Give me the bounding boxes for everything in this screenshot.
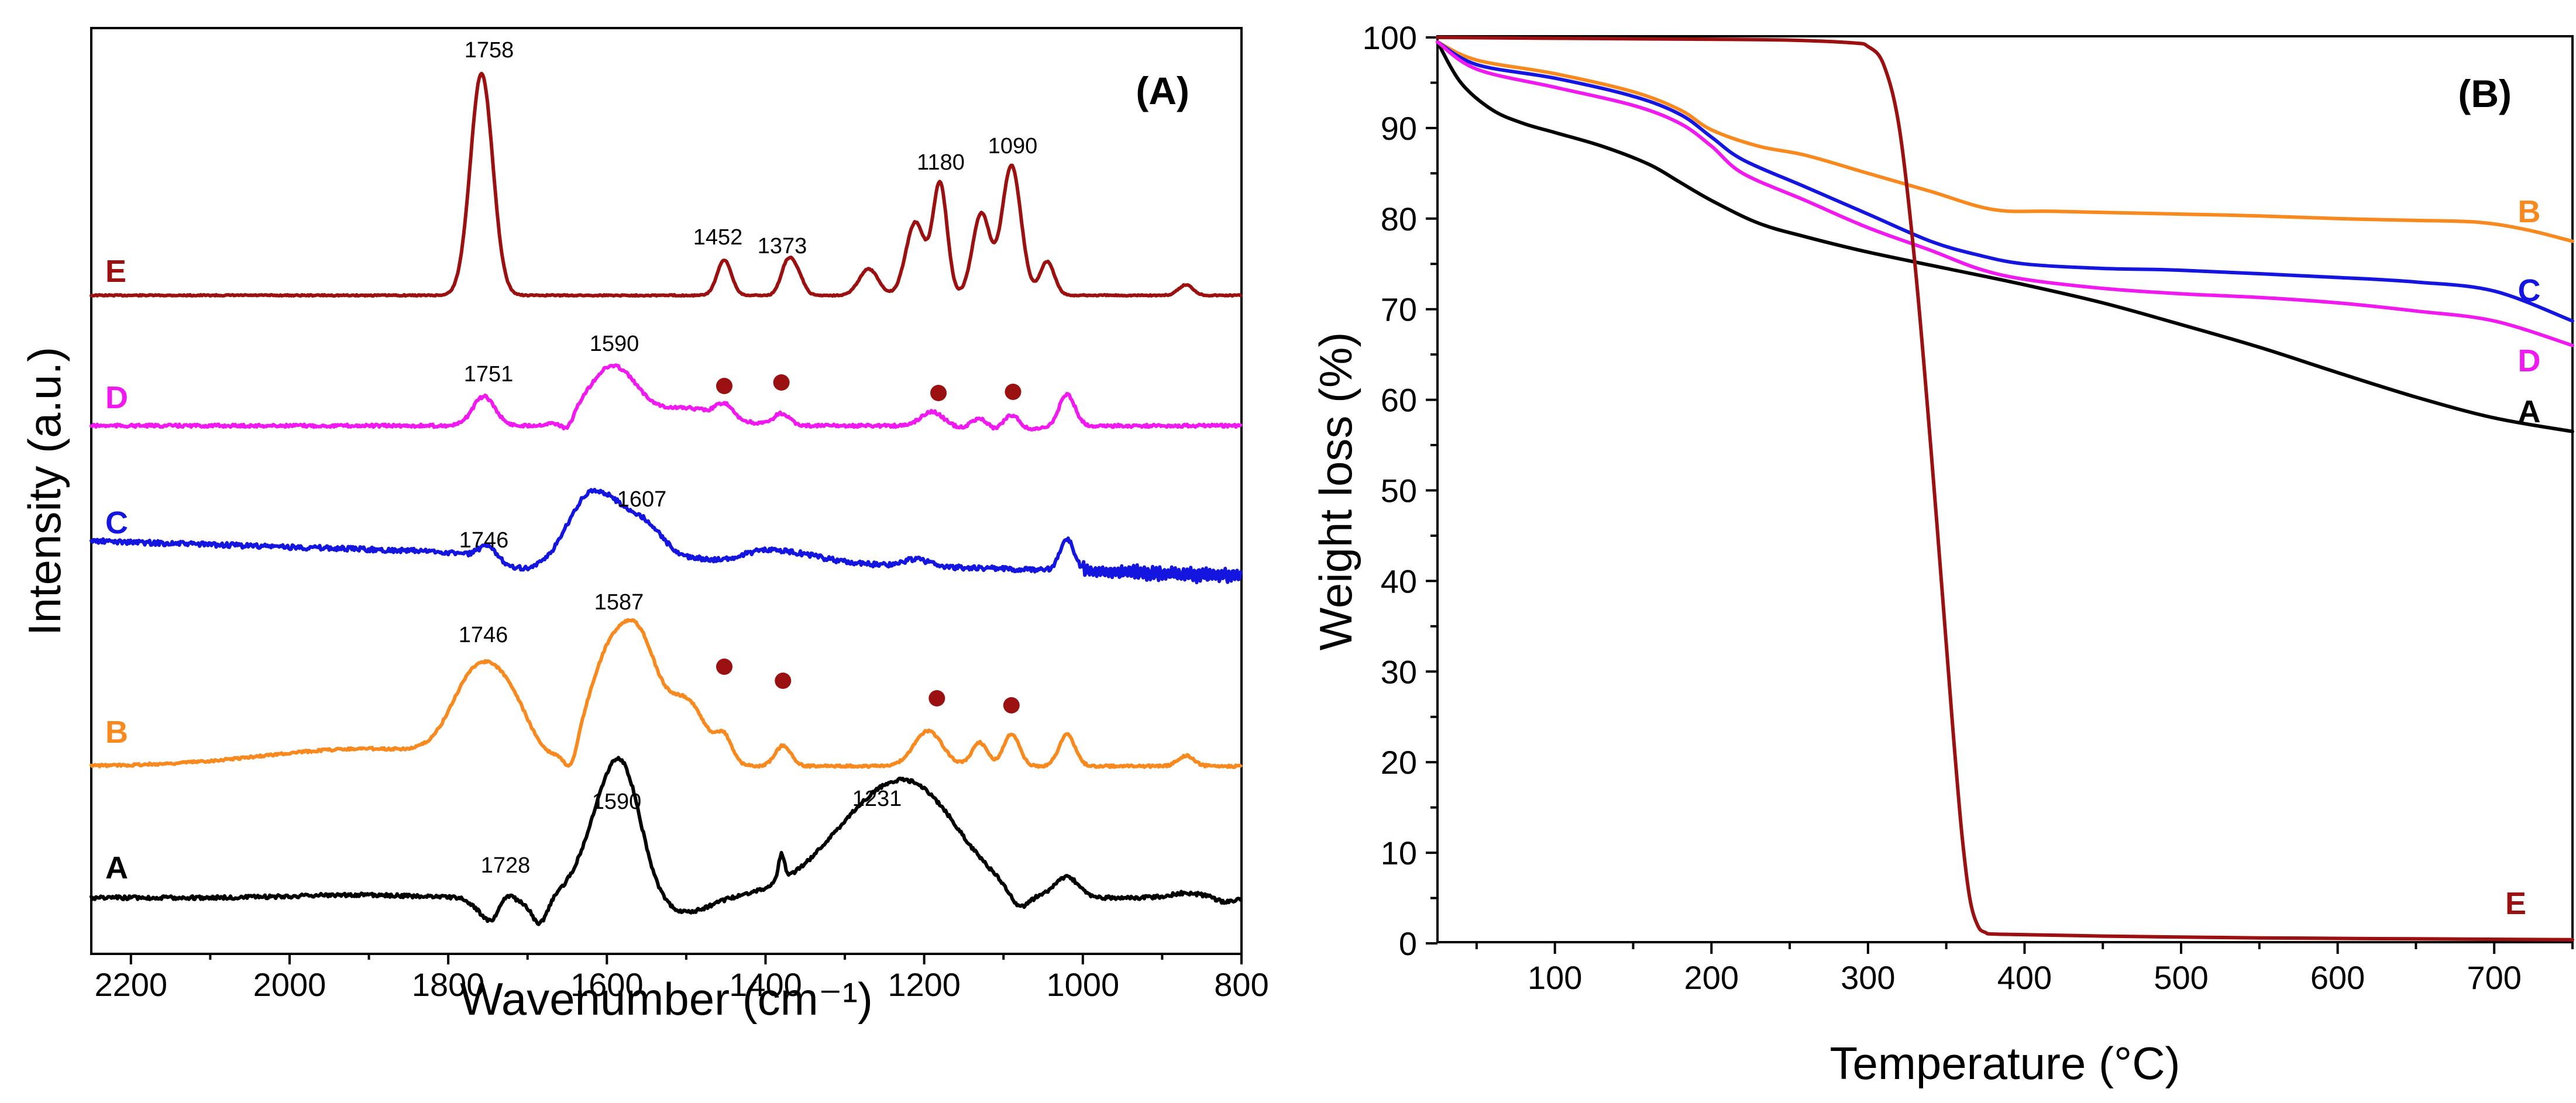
ftir-x-tick-label: 1400 — [729, 966, 802, 1003]
tga-axis-ticks: 100 200 300 400 500 600 700 0 10 20 30 40 50 60 70 80 90… — [1363, 19, 2574, 996]
peak-label-e-1090: 1090 — [988, 134, 1038, 158]
tga-y-tick-label: 20 — [1381, 744, 1417, 781]
tga-x-tick-label: 400 — [1997, 959, 2052, 996]
ftir-marker-dot-b — [716, 659, 732, 675]
tga-plot-frame — [1436, 35, 2574, 943]
peak-label-e-1758: 1758 — [465, 38, 514, 63]
tga-y-tick-label: 50 — [1381, 473, 1417, 509]
peak-label-d-1590: 1590 — [590, 332, 639, 356]
tga-y-tick-label: 60 — [1381, 382, 1417, 419]
tga-series-label-d: D — [2518, 343, 2541, 378]
tga-y-tick-label: 90 — [1381, 110, 1417, 147]
tga-y-tick-label: 0 — [1399, 925, 1417, 962]
peak-label-b-1587: 1587 — [594, 590, 644, 615]
ftir-x-ticks: 2200 2000 1800 1600 1400 1200 1000 800 — [95, 954, 1269, 1003]
tga-series-label-c: C — [2518, 273, 2541, 308]
ftir-x-tick-label: 1000 — [1047, 966, 1120, 1003]
ftir-series-line-d — [90, 363, 1243, 432]
ftir-y-axis-label: Intensity (a.u.) — [19, 347, 70, 636]
ftir-series-label-b: B — [105, 715, 128, 750]
peak-label-a-1728: 1728 — [481, 853, 531, 878]
ftir-x-axis-label: Wavenumber (cm⁻¹) — [460, 973, 873, 1025]
tga-y-tick-label: 70 — [1381, 291, 1417, 328]
peak-label-e-1452: 1452 — [693, 225, 743, 250]
ftir-x-tick-label: 2200 — [95, 966, 168, 1003]
peak-label-b-1746: 1746 — [459, 623, 508, 647]
tga-x-tick-label: 500 — [2154, 959, 2208, 996]
ftir-series-label-a: A — [105, 850, 128, 885]
ftir-plot-frame — [90, 27, 1243, 955]
tga-y-tick-label: 40 — [1381, 563, 1417, 599]
ftir-marker-dot-d — [1005, 384, 1022, 400]
tga-series-line-a — [1436, 40, 2574, 433]
ftir-series-group — [90, 71, 1243, 926]
ftir-x-tick-label: 800 — [1214, 966, 1268, 1003]
tga-x-tick-label: 100 — [1528, 959, 1582, 996]
tga-y-axis-label: Weight loss (%) — [1310, 332, 1361, 651]
ftir-marker-dot-b — [775, 673, 792, 689]
tga-x-tick-label: 700 — [2467, 959, 2521, 996]
peak-label-e-1373: 1373 — [758, 234, 807, 258]
tga-panel: 100 200 300 400 500 600 700 0 10 20 30 40 50 60 70 80 90… — [1310, 19, 2574, 1089]
ftir-x-tick-label: 1600 — [570, 966, 644, 1003]
tga-panel-label: (B) — [2458, 72, 2512, 115]
ftir-series-label-e: E — [105, 254, 126, 289]
ftir-series-line-c — [90, 488, 1243, 584]
tga-series-label-b: B — [2518, 194, 2541, 229]
tga-series-line-d — [1436, 40, 2574, 347]
ftir-series-line-e — [90, 71, 1243, 298]
tga-x-tick-label: 600 — [2310, 959, 2365, 996]
tga-y-tick-label: 10 — [1381, 835, 1417, 871]
tga-y-tick-label: 80 — [1381, 201, 1417, 237]
ftir-panel: 2200 2000 1800 1600 1400 1200 1000 800 Wavenumb… — [19, 27, 1269, 1025]
ftir-series-line-b — [90, 618, 1243, 769]
peak-label-d-1751: 1751 — [464, 362, 514, 387]
tga-series-label-e: E — [2505, 886, 2526, 921]
tga-y-tick-label: 30 — [1381, 653, 1417, 690]
ftir-series-label-c: C — [105, 505, 128, 540]
tga-x-tick-label: 200 — [1684, 959, 1739, 996]
peak-label-c-1607: 1607 — [617, 487, 667, 512]
peak-label-c-1746: 1746 — [459, 528, 509, 553]
peak-label-a-1590: 1590 — [592, 790, 642, 814]
ftir-series-label-d: D — [105, 380, 128, 415]
tga-series-line-e — [1436, 36, 2574, 942]
ftir-marker-dot-d — [930, 385, 947, 401]
ftir-x-tick-label: 2000 — [253, 966, 326, 1003]
peak-label-a-1231: 1231 — [852, 787, 902, 811]
tga-series-line-c — [1436, 40, 2574, 323]
ftir-panel-label: (A) — [1136, 69, 1189, 112]
ftir-marker-dot-d — [773, 374, 790, 391]
ftir-marker-dot-b — [928, 690, 945, 706]
ftir-marker-dot-d — [716, 378, 732, 394]
tga-x-tick-label: 300 — [1841, 959, 1895, 996]
ftir-x-tick-label: 1200 — [888, 966, 961, 1003]
ftir-marker-dot-b — [1003, 697, 1020, 713]
tga-series-label-a: A — [2518, 394, 2541, 429]
ftir-series-line-a — [90, 756, 1243, 926]
tga-y-tick-label: 100 — [1363, 19, 1417, 56]
tga-x-axis-label: Temperature (°C) — [1829, 1037, 2180, 1089]
peak-label-e-1180: 1180 — [917, 150, 965, 175]
tga-series-group — [1436, 36, 2574, 942]
ftir-x-tick-label: 1800 — [412, 966, 485, 1003]
tga-series-line-b — [1436, 40, 2574, 243]
